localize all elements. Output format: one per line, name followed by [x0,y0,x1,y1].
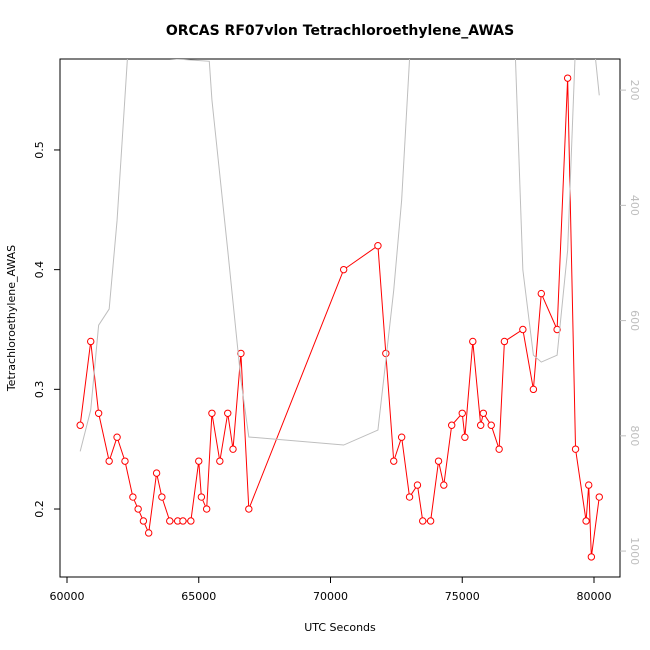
data-point [195,457,203,465]
data-point [434,457,443,465]
data-point [166,517,174,525]
data-point [87,337,95,346]
plot-frame [59,58,621,578]
data-point [585,481,593,489]
data-point [595,493,603,501]
y-tick-label: 0.3 [33,381,46,399]
data-point [426,517,435,525]
data-point [537,289,545,298]
chart-title: ORCAS RF07vlon Tetrachloroethylene_AWAS [166,23,514,39]
data-point [237,349,245,358]
data-point [197,493,206,501]
data-point [419,517,427,525]
data-point [382,349,390,358]
data-point [458,409,466,417]
x-axis-label: UTC Seconds [304,621,376,634]
data-point [144,529,153,537]
data-point [440,481,448,489]
data-point [158,493,166,501]
x-tick-label: 80000 [576,590,611,603]
data-point [208,409,216,417]
data-point [476,421,485,429]
data-point [479,409,488,417]
data-point [563,74,572,82]
data-point [553,325,561,334]
y2-tick-label: 800 [628,425,641,446]
data-point [229,445,237,453]
x-tick-label: 75000 [445,590,480,603]
data-point [571,445,580,453]
data-point [487,421,495,429]
series-group [76,74,603,561]
data-point [519,325,527,334]
y2-tick-label: 200 [628,80,641,101]
data-point [397,433,406,441]
data-point [469,337,477,346]
data-point [216,457,224,465]
data-point [134,505,142,513]
data-point [139,517,148,525]
y-axis-label: Tetrachloroethylene_AWAS [5,245,18,392]
x-tick-label: 60000 [50,590,85,603]
data-point [461,433,469,441]
data-point [339,265,348,274]
data-point [413,481,422,489]
series-line [79,59,600,452]
y2-tick-label: 1000 [628,537,641,565]
data-point [94,409,103,417]
data-point [224,409,232,417]
data-point [179,517,187,525]
data-point [113,433,121,441]
data-point [202,505,211,513]
data-point [121,457,129,465]
data-point [500,337,509,346]
x-tick-label: 70000 [313,590,348,603]
data-point [495,445,503,453]
y2-tick-label: 400 [628,195,641,216]
data-point [76,421,84,429]
y-tick-label: 0.2 [33,500,46,518]
data-point [129,493,137,501]
data-point [374,242,382,250]
data-point [587,553,596,561]
y2-tick-label: 600 [628,310,641,331]
data-point [187,517,195,525]
data-point [245,505,253,513]
series-group [79,59,600,452]
data-point [582,517,590,525]
data-point [105,457,113,465]
data-point [529,385,538,394]
data-point [152,469,161,477]
data-point [448,421,456,429]
y-tick-label: 0.5 [33,141,46,159]
y-tick-label: 0.4 [33,261,46,279]
data-point [405,493,414,501]
x-tick-label: 65000 [181,590,216,603]
data-point [390,457,398,465]
